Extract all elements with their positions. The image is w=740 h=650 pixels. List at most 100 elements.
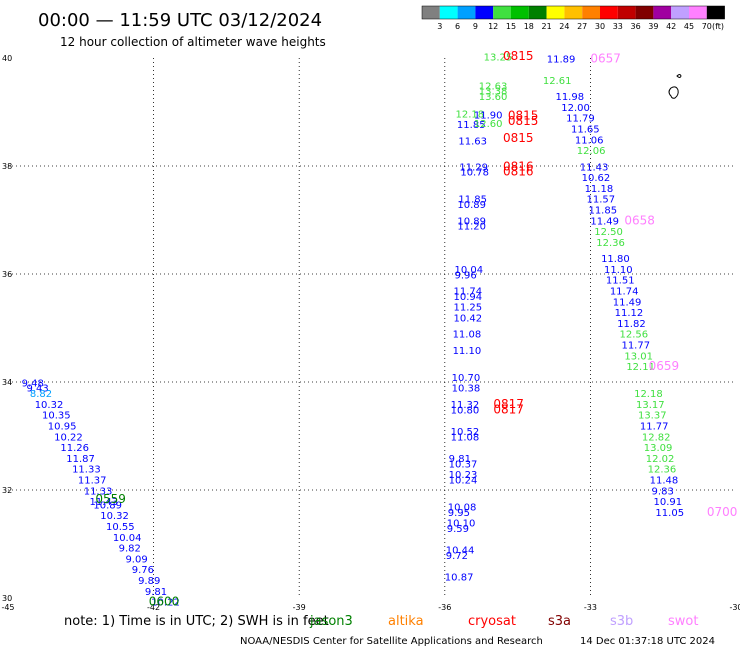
wave-height-label: 11.74 bbox=[610, 287, 639, 298]
pass-time-label: 0657 bbox=[590, 51, 621, 65]
wave-height-label: 11.25 bbox=[454, 303, 483, 314]
wave-height-label: 13.09 bbox=[644, 443, 673, 454]
colorbar-legend: 3 6 9 12 15 18 21 24 27 30 33 36 39 42 45 70 bbox=[421, 5, 725, 31]
colorbar-swatch bbox=[422, 6, 440, 19]
wave-height-label: 13.38 bbox=[479, 87, 508, 98]
wave-height-label: 10.32 bbox=[35, 400, 64, 411]
wave-height-label: 11.51 bbox=[606, 276, 635, 287]
y-tick-label: 34 bbox=[2, 378, 12, 387]
y-tick-label: 36 bbox=[2, 270, 12, 279]
wave-height-label: 9.96 bbox=[455, 270, 477, 281]
colorbar-label: 18 bbox=[524, 22, 534, 31]
wave-height-label: 11.33 bbox=[72, 465, 101, 476]
wave-height-label: 11.49 bbox=[590, 216, 619, 227]
wave-height-label: 11.29 bbox=[459, 162, 488, 173]
pass-time-label: 0559 bbox=[95, 492, 126, 506]
wave-height-label: 11.80 bbox=[601, 254, 630, 265]
wave-height-label: 11.90 bbox=[474, 110, 503, 121]
wave-height-label: 11.08 bbox=[453, 330, 482, 341]
island-outline bbox=[668, 86, 679, 99]
wave-height-label: 9.09 bbox=[125, 554, 147, 565]
wave-height-label: 10.87 bbox=[445, 573, 474, 584]
wave-height-label: 9.89 bbox=[138, 576, 160, 587]
x-tick-label: -45 bbox=[1, 603, 14, 612]
colorbar-label: 27 bbox=[577, 22, 587, 31]
wave-height-label: 11.06 bbox=[575, 135, 604, 146]
wave-height-label: 10.32 bbox=[100, 511, 129, 522]
colorbar-swatch bbox=[528, 6, 547, 19]
wave-height-label: 11.98 bbox=[555, 92, 584, 103]
colorbar-label: 39 bbox=[648, 22, 658, 31]
satellite-legend-item: swot bbox=[668, 614, 698, 629]
wave-height-label: 9.76 bbox=[132, 565, 154, 576]
colorbar-swatch bbox=[457, 6, 476, 19]
colorbar-label: 33 bbox=[613, 22, 623, 31]
satellite-legend: jason3 altika cryosat s3a s3b swot bbox=[309, 614, 698, 629]
wave-height-label: 11.10 bbox=[453, 346, 482, 357]
colorbar-swatch bbox=[671, 6, 689, 19]
island-outline bbox=[676, 74, 682, 78]
wave-height-label: 10.91 bbox=[653, 497, 682, 508]
wave-height-label: 10.80 bbox=[451, 405, 480, 416]
plot-area: -45 -42 -39 -36 -33 -30 30 32 34 36 38 40 9.489.438.… bbox=[1, 49, 740, 612]
wave-height-label: 9.43 bbox=[26, 384, 48, 395]
wave-height-label: 12.60 bbox=[474, 119, 503, 130]
pass-time-label: 0817 bbox=[493, 397, 524, 411]
wave-height-label: 10.35 bbox=[42, 411, 71, 422]
x-tick-label: -42 bbox=[147, 603, 160, 612]
pass-time-label: 0815 bbox=[503, 131, 534, 145]
footer-note: note: 1) Time is in UTC; 2) SWH is in fe… bbox=[64, 614, 329, 629]
wave-height-label: 9.59 bbox=[447, 524, 469, 535]
colorbar-label: 6 bbox=[455, 22, 460, 31]
pass-time-label: 0700 bbox=[707, 505, 738, 519]
wave-height-label: 11.79 bbox=[566, 114, 595, 125]
wave-height-label: 10.42 bbox=[454, 314, 483, 325]
colorbar-label: 9 bbox=[473, 22, 478, 31]
colorbar-label: 70 bbox=[702, 22, 712, 31]
wave-height-label: 13.60 bbox=[479, 92, 508, 103]
colorbar-label: 24 bbox=[559, 22, 569, 31]
wave-height-label: 10.89 bbox=[457, 216, 486, 227]
colorbar-label: 21 bbox=[542, 22, 552, 31]
wave-height-label: 13.17 bbox=[636, 400, 665, 411]
wave-height-label: 12.18 bbox=[634, 389, 663, 400]
pass-time-label: 0815 bbox=[508, 109, 539, 123]
wave-height-label: 11.82 bbox=[617, 319, 646, 330]
wave-height-label: 11.20 bbox=[457, 222, 486, 233]
wave-height-label: 10.89 bbox=[93, 500, 122, 511]
colorbar-frame bbox=[421, 5, 725, 20]
pass-time-label: 0659 bbox=[649, 359, 680, 373]
wave-height-label: 12.82 bbox=[642, 432, 671, 443]
wave-height-label: 10.62 bbox=[582, 173, 611, 184]
colorbar-label: 30 bbox=[595, 22, 605, 31]
wave-height-label: 13.25 bbox=[484, 53, 513, 64]
wave-height-label: 11.37 bbox=[78, 476, 107, 487]
pass-time-label: 0816 bbox=[503, 165, 534, 179]
wave-height-label: 12.56 bbox=[620, 330, 649, 341]
wave-height-label: 12.11 bbox=[626, 362, 655, 373]
colorbar-swatch bbox=[475, 6, 494, 19]
satellite-legend-item: s3a bbox=[548, 614, 571, 629]
wave-height-label: 10.04 bbox=[455, 265, 484, 276]
pass-time-label: 0815 bbox=[508, 114, 539, 128]
wave-height-label: 13.01 bbox=[624, 351, 653, 362]
y-tick-label: 38 bbox=[2, 162, 12, 171]
wave-height-label: 10.37 bbox=[449, 459, 478, 470]
wave-height-label: 11.10 bbox=[604, 265, 633, 276]
footer-credit: NOAA/NESDIS Center for Satellite Applica… bbox=[240, 636, 543, 647]
satellite-legend-item: cryosat bbox=[468, 614, 516, 629]
colorbar-swatch bbox=[511, 6, 529, 19]
page-title: 00:00 — 11:59 UTC 03/12/2024 bbox=[38, 10, 322, 31]
wave-height-label: 9.81 bbox=[449, 454, 471, 465]
footer-timestamp: 14 Dec 01:37:18 UTC 2024 bbox=[580, 636, 715, 647]
wave-height-label: 10.22 bbox=[54, 432, 83, 443]
wave-height-label: 11.18 bbox=[585, 184, 614, 195]
wave-height-label: 12.61 bbox=[543, 76, 572, 87]
x-tick-label: -39 bbox=[293, 603, 306, 612]
colorbar-swatch bbox=[546, 6, 565, 19]
wave-height-label: 11.85 bbox=[458, 195, 487, 206]
wave-height-label: 11.43 bbox=[90, 497, 119, 508]
wave-height-label: 11.77 bbox=[640, 422, 669, 433]
wave-height-label: 9.83 bbox=[652, 486, 674, 497]
wave-height-label: 10.23 bbox=[449, 470, 478, 481]
